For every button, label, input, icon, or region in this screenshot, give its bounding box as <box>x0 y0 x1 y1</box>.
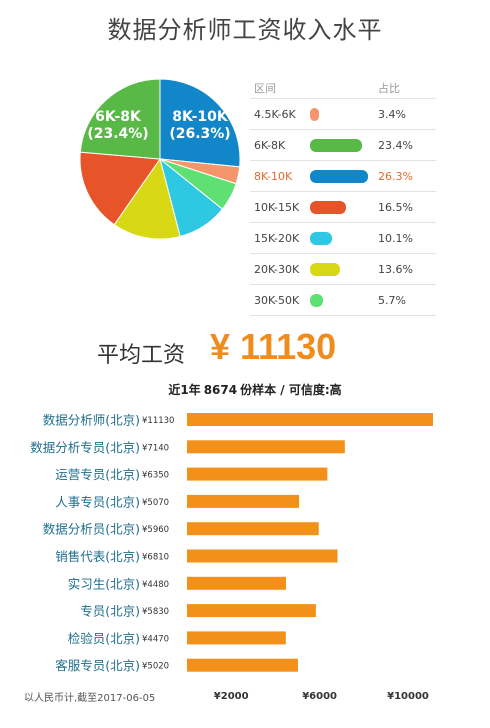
bar-数据分析员(北京) <box>187 522 319 536</box>
legend-range-label: 8K-10K <box>254 170 293 183</box>
pie-label-left-range: 6K-8K <box>95 109 142 125</box>
average-salary-value: ¥ 11130 <box>210 326 337 367</box>
bar-检验员(北京) <box>187 631 286 645</box>
bar-数据分析专员(北京) <box>187 440 345 454</box>
legend-range-label: 10K-15K <box>254 201 300 214</box>
legend-bar <box>310 201 347 214</box>
legend-pct-label: 3.4% <box>378 108 406 121</box>
bar-value-label: ¥5830 <box>142 607 169 617</box>
bar-category-label: 专员(北京) <box>80 604 140 619</box>
x-tick-label: ¥2000 <box>214 691 249 702</box>
legend-range-label: 20K-30K <box>254 263 300 276</box>
legend-row: 20K-30K 13.6% <box>250 254 436 285</box>
legend-pct-label: 10.1% <box>378 232 413 245</box>
bar-category-label: 实习生(北京) <box>68 576 140 591</box>
legend-bar <box>310 294 323 307</box>
pie-legend: 区间 占比 4.5K-6K 3.4% 6K-8K 23.4% 8K-10K 26.3% 10… <box>250 76 436 316</box>
pie-slice-6K-8K <box>79 78 161 160</box>
sample-info: 近1年 8674 份样本 / 可信度:高 <box>0 381 490 398</box>
legend-bar <box>310 139 362 152</box>
bar-专员(北京) <box>187 604 316 618</box>
legend-header-range: 区间 <box>254 82 276 95</box>
salary-pie-chart: 6K-8K(23.4%) 8K-10K(26.3%) <box>79 78 241 240</box>
legend-bar <box>310 108 319 121</box>
sample-confidence: 高 <box>329 383 342 397</box>
bar-人事专员(北京) <box>187 494 300 508</box>
pie-slice-20K-30K <box>113 157 181 240</box>
average-salary-label: 平均工资 <box>97 343 186 368</box>
bar-category-label: 客服专员(北京) <box>55 658 140 673</box>
legend-header: 区间 占比 <box>250 76 436 99</box>
bar-category-label: 人事专员(北京) <box>55 494 140 509</box>
x-tick-label: ¥10000 <box>387 691 429 702</box>
bar-销售代表(北京) <box>187 549 338 563</box>
bar-value-label: ¥4470 <box>142 634 169 644</box>
pie-slice-8K-10K <box>159 78 241 168</box>
bar-value-label: ¥5020 <box>142 662 169 672</box>
legend-range-label: 6K-8K <box>254 139 286 152</box>
pie-label-right-pct: (26.3%) <box>169 126 230 142</box>
sample-suffix: 份样本 / 可信度: <box>240 383 330 397</box>
x-tick-label: ¥6000 <box>302 691 337 702</box>
bar-value-label: ¥6350 <box>142 471 169 481</box>
bar-category-label: 数据分析师(北京) <box>43 413 140 428</box>
bar-value-label: ¥5070 <box>142 498 169 508</box>
legend-row: 8K-10K 26.3% <box>250 161 436 192</box>
bar-category-label: 运营专员(北京) <box>55 467 140 482</box>
sample-count: 8674 <box>203 383 238 397</box>
legend-row: 10K-15K 16.5% <box>250 192 436 223</box>
bar-category-label: 销售代表(北京) <box>55 549 140 564</box>
legend-bar <box>310 170 368 183</box>
bar-value-label: ¥4480 <box>142 580 169 590</box>
bar-运营专员(北京) <box>187 467 328 481</box>
legend-pct-label: 16.5% <box>378 201 413 214</box>
legend-row: 4.5K-6K 3.4% <box>250 99 436 130</box>
legend-row: 15K-20K 10.1% <box>250 223 436 254</box>
legend-bar <box>310 232 333 245</box>
bar-category-label: 检验员(北京) <box>68 631 140 646</box>
legend-header-pct: 占比 <box>378 82 400 95</box>
legend-row: 6K-8K 23.4% <box>250 130 436 161</box>
bar-value-label: ¥6810 <box>142 553 169 563</box>
bar-数据分析师(北京) <box>187 413 433 426</box>
legend-bar <box>310 263 340 276</box>
bar-实习生(北京) <box>187 576 287 590</box>
legend-pct-label: 26.3% <box>378 170 413 183</box>
bar-value-label: ¥11130 <box>142 416 174 426</box>
legend-range-label: 15K-20K <box>254 232 300 245</box>
legend-row: 30K-50K 5.7% <box>250 285 436 316</box>
footnote: 以人民币计,截至2017-06-05 <box>24 693 156 704</box>
page-title: 数据分析师工资收入水平 <box>107 16 383 44</box>
bar-客服专员(北京) <box>187 658 298 672</box>
pie-label-right-range: 8K-10K <box>172 109 229 125</box>
bar-category-label: 数据分析专员(北京) <box>30 440 140 455</box>
legend-range-label: 4.5K-6K <box>254 108 296 121</box>
bar-value-label: ¥7140 <box>142 443 169 453</box>
legend-pct-label: 5.7% <box>378 294 406 307</box>
sample-prefix: 近1年 <box>168 383 201 397</box>
pie-slice-10K-15K <box>79 151 161 226</box>
legend-pct-label: 23.4% <box>378 139 413 152</box>
pie-label-left-pct: (23.4%) <box>87 126 148 142</box>
legend-range-label: 30K-50K <box>254 294 300 307</box>
bar-value-label: ¥5960 <box>142 525 169 535</box>
bar-category-label: 数据分析员(北京) <box>43 522 140 537</box>
legend-pct-label: 13.6% <box>378 263 413 276</box>
